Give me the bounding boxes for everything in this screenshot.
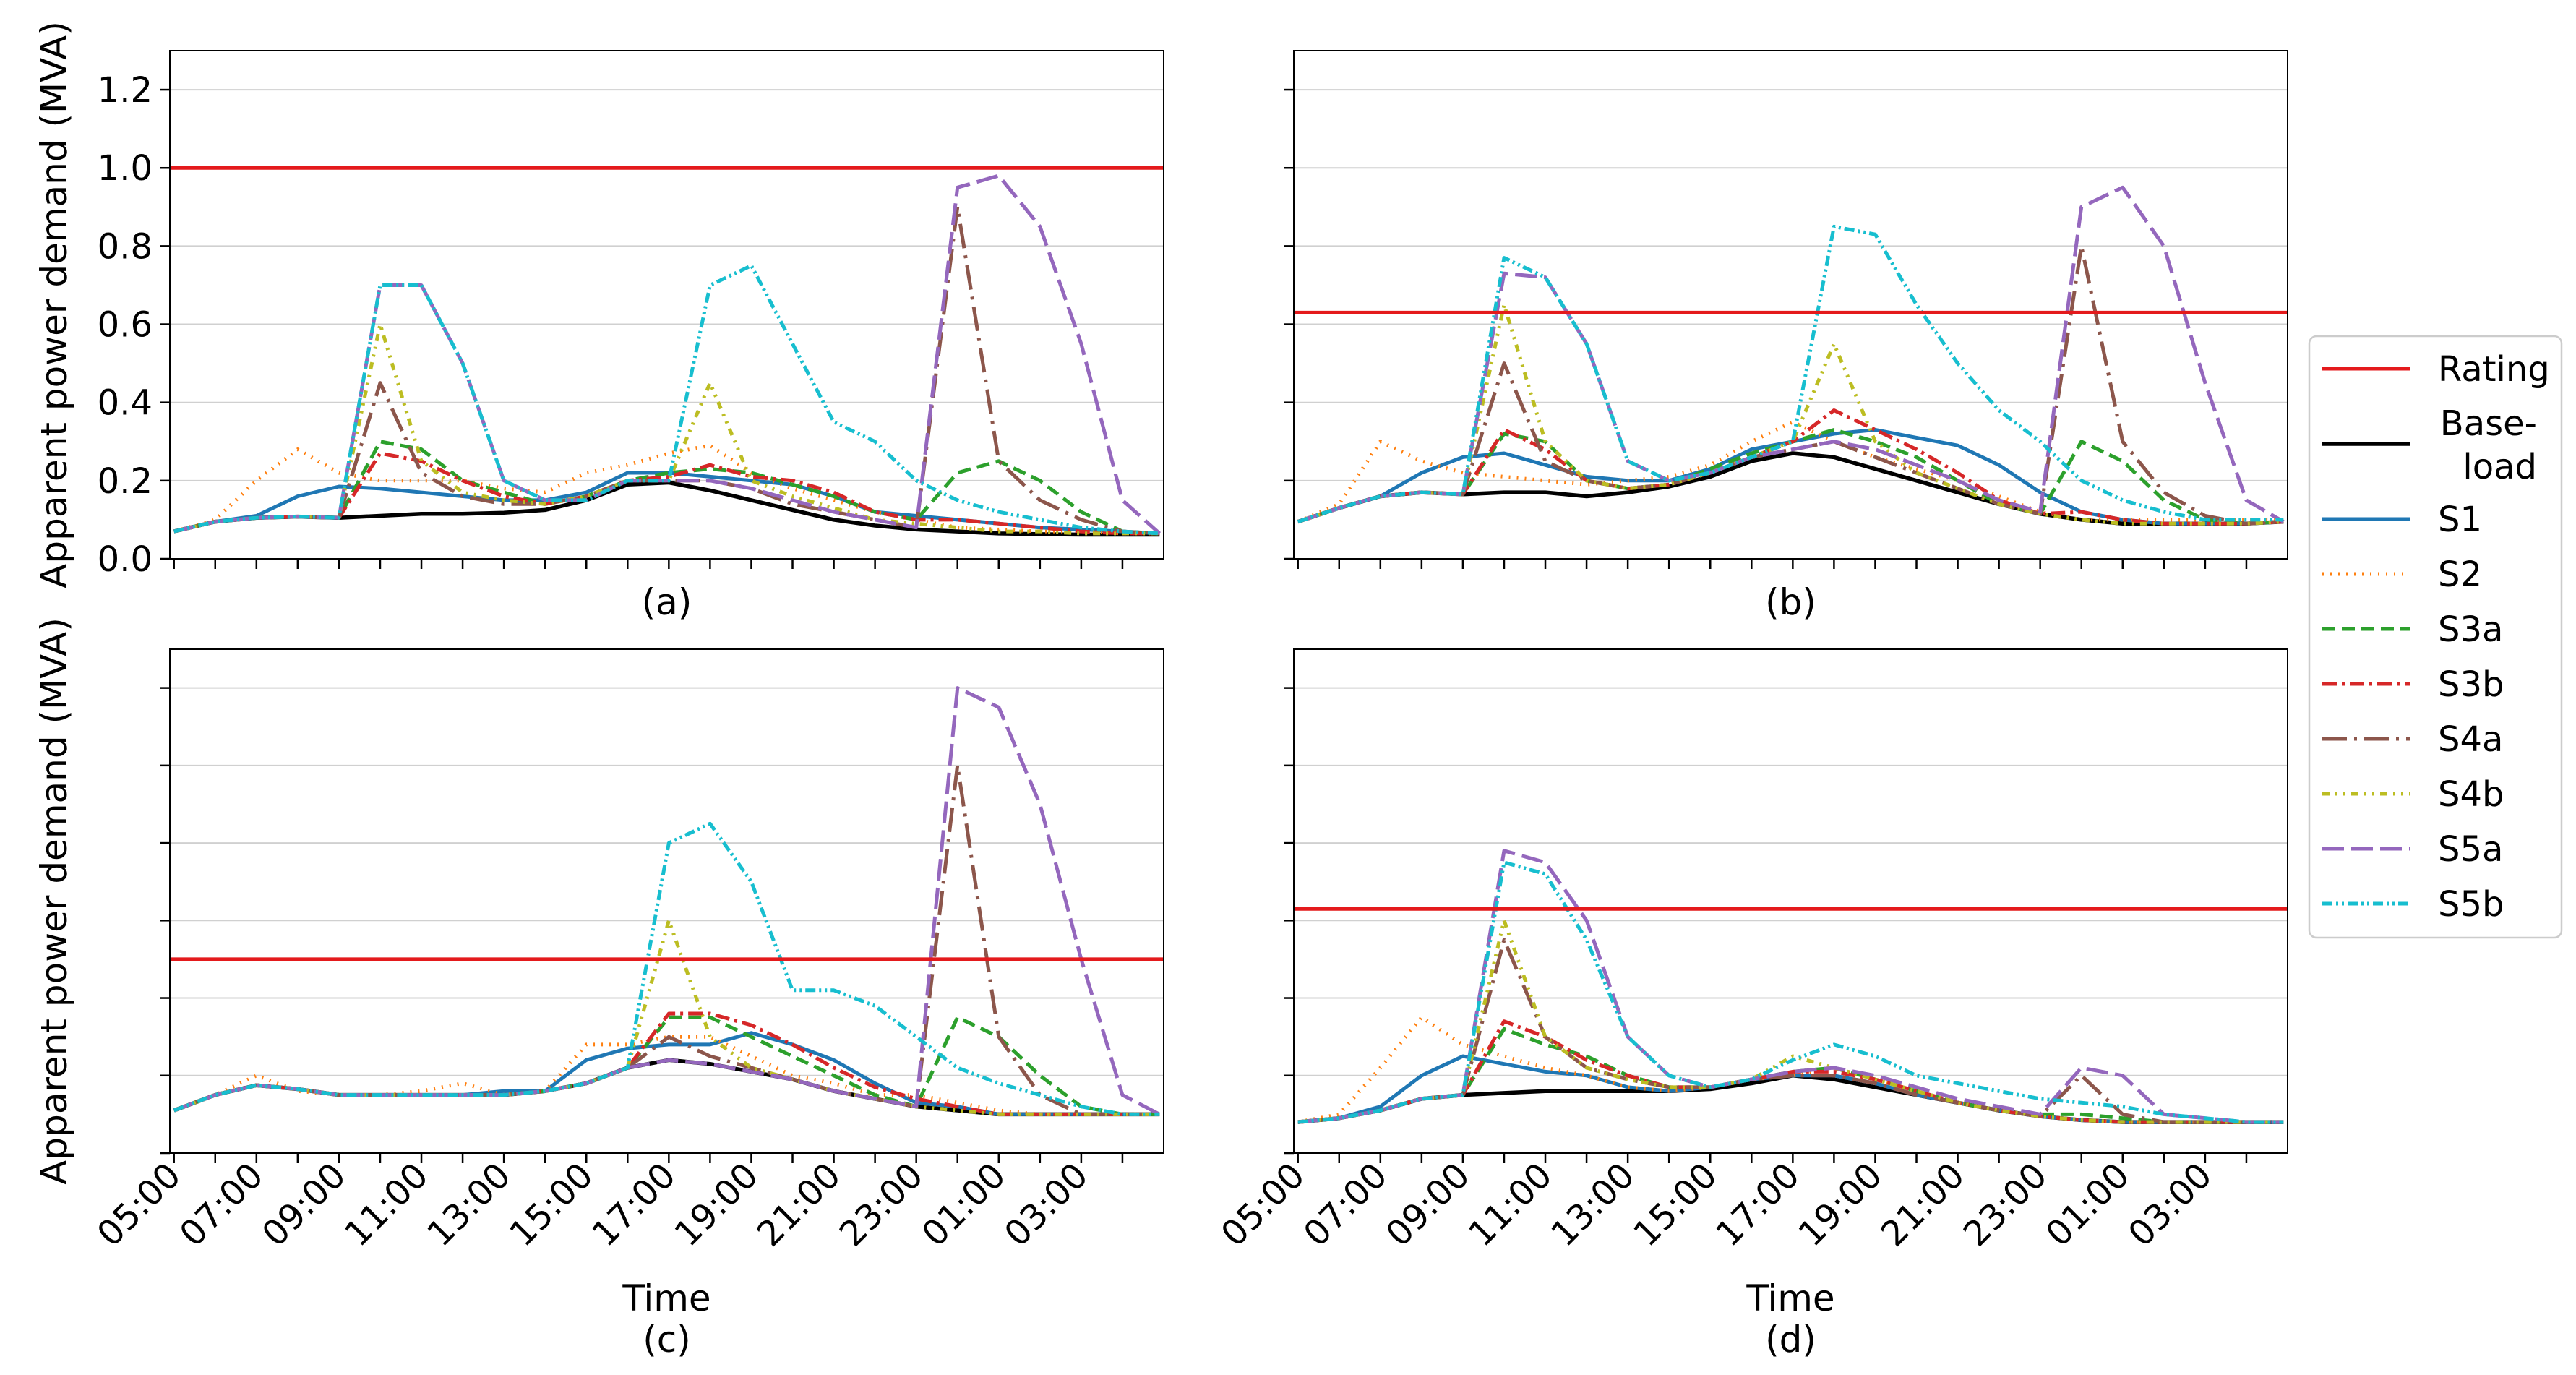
panel-caption: (a)	[642, 581, 692, 623]
x-tick-label: 15:00	[1626, 1155, 1725, 1254]
x-tick-label: 23:00	[832, 1155, 931, 1254]
axes-frame	[1293, 648, 2288, 1154]
series-group	[170, 166, 1164, 537]
x-tick-label: 07:00	[172, 1155, 271, 1254]
series-s5b	[1297, 224, 2284, 523]
x-tick-label: 05:00	[90, 1155, 189, 1254]
x-tick-label: 19:00	[667, 1155, 766, 1254]
x-tick-label: 23:00	[1956, 1155, 2055, 1254]
legend-label: S3b	[2438, 664, 2504, 705]
y-tick-label: 0.2	[98, 461, 153, 502]
x-tick-label: 03:00	[997, 1155, 1096, 1254]
series-s5a	[173, 174, 1161, 535]
series-s4a	[173, 763, 1160, 1116]
series-s1	[173, 1031, 1160, 1116]
legend-label: S3a	[2438, 609, 2503, 650]
legend-frame	[2308, 335, 2563, 939]
legend-label: Base-	[2440, 403, 2537, 444]
series-s2	[1297, 1015, 2284, 1124]
legend-label: S4a	[2438, 719, 2503, 760]
series-s3b	[1297, 408, 2284, 526]
series-s5b	[173, 263, 1160, 536]
y-tick-label: 1.2	[98, 70, 153, 111]
series-s3b	[1297, 1019, 2284, 1124]
x-tick-label: 01:00	[2038, 1155, 2137, 1254]
x-tick-label: 05:00	[1214, 1155, 1313, 1254]
y-axis-label: Apparent power demand (MVA)	[33, 21, 75, 588]
x-tick-label: 09:00	[254, 1155, 353, 1254]
legend-label: load	[2463, 447, 2537, 487]
series-s4b	[173, 918, 1160, 1116]
panel-caption: (b)	[1765, 581, 1816, 623]
series-s5a	[1297, 185, 2285, 523]
y-tick-label: 0.6	[98, 305, 153, 346]
axes-frame	[169, 648, 1164, 1154]
y-axis-label: Apparent power demand (MVA)	[33, 617, 75, 1185]
axes-frame	[169, 50, 1164, 560]
series-s5a	[173, 686, 1161, 1116]
series-s4a	[1297, 938, 2284, 1124]
series-s3a	[173, 1015, 1160, 1116]
series-s4a	[1297, 244, 2284, 526]
legend-label: Rating	[2438, 349, 2550, 390]
panel-c: 05:0007:0009:0011:0013:0015:0017:0019:00…	[33, 617, 1164, 1361]
x-tick-label: 21:00	[750, 1155, 849, 1254]
series-group	[1294, 849, 2288, 1124]
x-tick-label: 21:00	[1873, 1155, 1972, 1254]
legend-label: S5a	[2438, 829, 2503, 870]
x-tick-label: 01:00	[914, 1155, 1013, 1254]
series-s4b	[173, 322, 1160, 536]
x-axis-label: Time	[1746, 1277, 1834, 1319]
x-tick-label: 07:00	[1296, 1155, 1395, 1254]
series-s3b	[173, 1011, 1160, 1116]
series-s5b	[1297, 860, 2284, 1124]
x-tick-label: 03:00	[2121, 1155, 2220, 1254]
y-tick-label: 0.4	[98, 383, 153, 424]
series-s4b	[1297, 918, 2284, 1124]
x-tick-label: 17:00	[584, 1155, 683, 1254]
legend-label: S1	[2438, 500, 2482, 540]
series-group	[170, 686, 1164, 1117]
x-tick-label: 13:00	[419, 1155, 518, 1254]
x-tick-label: 11:00	[337, 1155, 436, 1254]
series-s3b	[173, 451, 1160, 536]
panel-a: 0.0 0.2 0.4 0.6 0.8 1.0 1.2 (a) Apparent power d…	[33, 21, 1164, 623]
y-tick-label: 0.0	[98, 539, 153, 580]
x-tick-label: 15:00	[502, 1155, 601, 1254]
x-tick-label: 19:00	[1791, 1155, 1890, 1254]
x-axis-label: Time	[622, 1277, 710, 1319]
series-s4b	[1297, 303, 2284, 526]
legend: Rating Base-load S1 S2 S3a S3b S4a S4b S5a S5b	[2308, 335, 2563, 939]
panel-caption: (d)	[1765, 1319, 1816, 1361]
legend-label: S5b	[2438, 884, 2504, 925]
series-s1	[1297, 1054, 2284, 1124]
legend-label: S2	[2438, 554, 2482, 595]
x-tick-label: 11:00	[1461, 1155, 1560, 1254]
series-group	[1294, 185, 2288, 526]
panel-b: (b)	[1284, 50, 2288, 623]
panel-d: 05:0007:0009:0011:0013:0015:0017:0019:00…	[1214, 648, 2288, 1361]
x-tick-label: 09:00	[1378, 1155, 1477, 1254]
axes-frame	[1293, 50, 2288, 560]
x-tick-label: 13:00	[1543, 1155, 1642, 1254]
series-s3a	[173, 440, 1160, 536]
series-s5b	[173, 821, 1160, 1116]
series-s2	[173, 443, 1160, 536]
panel-caption: (c)	[643, 1319, 691, 1361]
y-tick-label: 0.8	[98, 226, 153, 267]
y-tick-label: 1.0	[98, 148, 153, 189]
series-base-load	[1297, 1074, 2284, 1124]
series-s5a	[1297, 849, 2284, 1124]
x-tick-label: 17:00	[1708, 1155, 1807, 1254]
legend-label: S4b	[2438, 774, 2504, 815]
